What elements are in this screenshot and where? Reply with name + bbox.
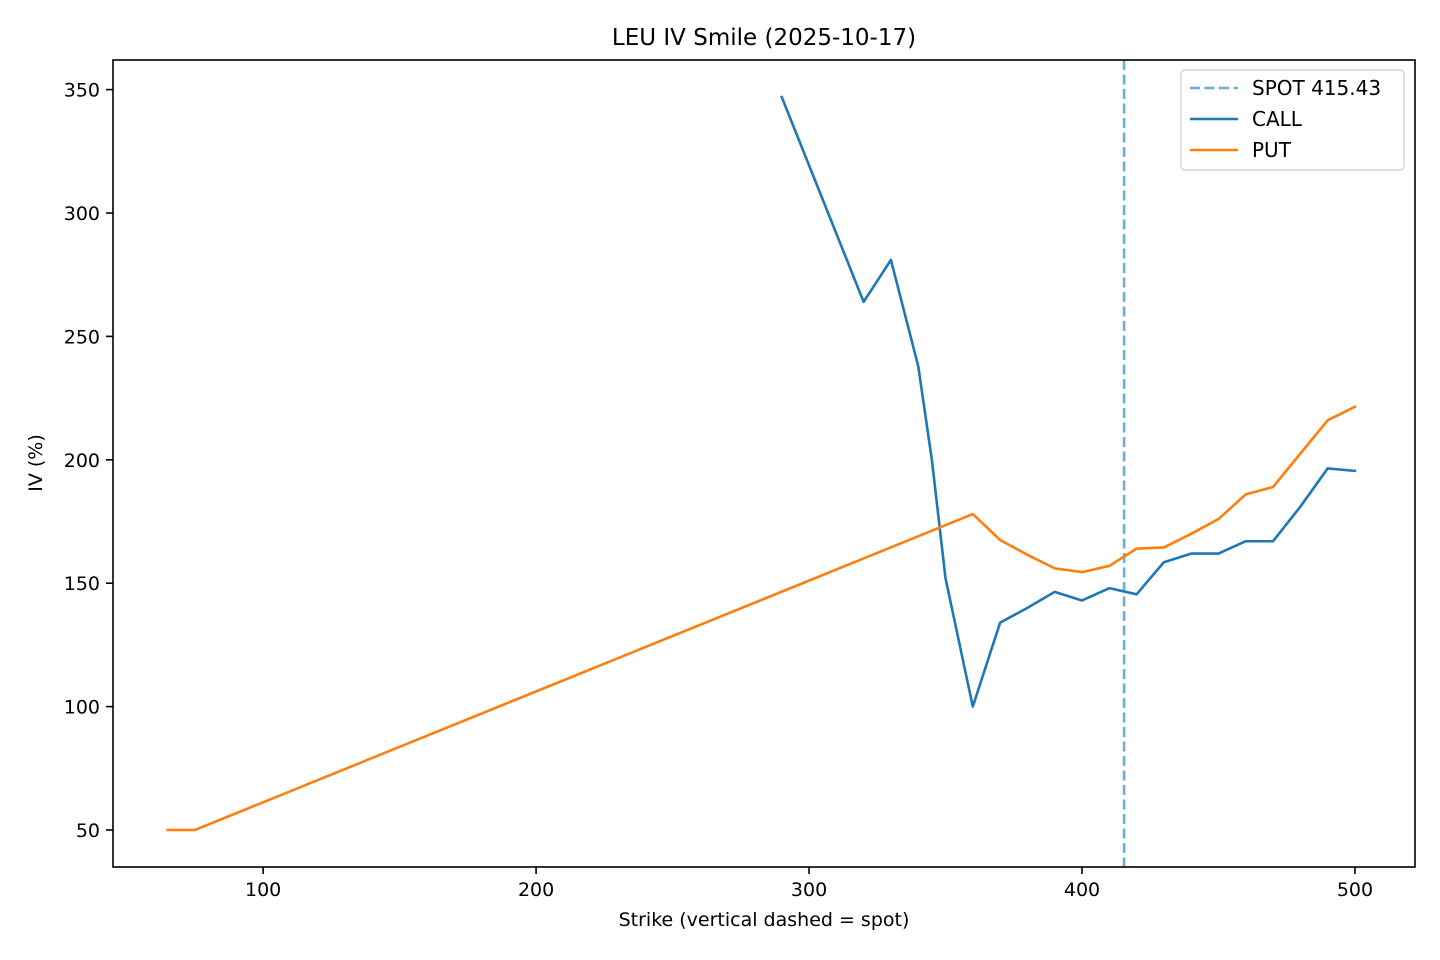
y-tick-label: 100 bbox=[64, 697, 100, 719]
legend-box bbox=[1180, 69, 1405, 171]
plot-frame bbox=[112, 59, 1416, 868]
x-tick-label: 300 bbox=[791, 879, 827, 901]
x-tick-label: 100 bbox=[245, 879, 281, 901]
series-line-put bbox=[166, 404, 1357, 832]
legend-spot-label: SPOT 415.43 bbox=[1252, 76, 1381, 100]
chart-title: LEU IV Smile (2025-10-17) bbox=[612, 25, 916, 51]
y-tick-label: 250 bbox=[64, 326, 100, 348]
legend-put-label: PUT bbox=[1252, 138, 1292, 162]
x-tick-label: 400 bbox=[1064, 879, 1100, 901]
x-axis-label: Strike (vertical dashed = spot) bbox=[619, 909, 910, 931]
x-axis: 100 200 300 400 500 bbox=[245, 867, 1373, 901]
y-axis-label: IV (%) bbox=[25, 434, 47, 492]
y-tick-label: 200 bbox=[64, 450, 100, 472]
y-tick-label: 300 bbox=[64, 203, 100, 225]
y-axis: 50 100 150 200 250 300 350 bbox=[64, 80, 113, 842]
plot-area bbox=[166, 60, 1357, 867]
legend: SPOT 415.43 CALL PUT bbox=[1180, 69, 1405, 171]
y-tick-label: 50 bbox=[76, 820, 100, 842]
legend-call-label: CALL bbox=[1252, 107, 1303, 131]
x-tick-label: 500 bbox=[1337, 879, 1373, 901]
x-tick-label: 200 bbox=[518, 879, 554, 901]
y-tick-label: 150 bbox=[64, 573, 100, 595]
y-tick-label: 350 bbox=[64, 80, 100, 102]
series-line-call bbox=[780, 95, 1357, 708]
